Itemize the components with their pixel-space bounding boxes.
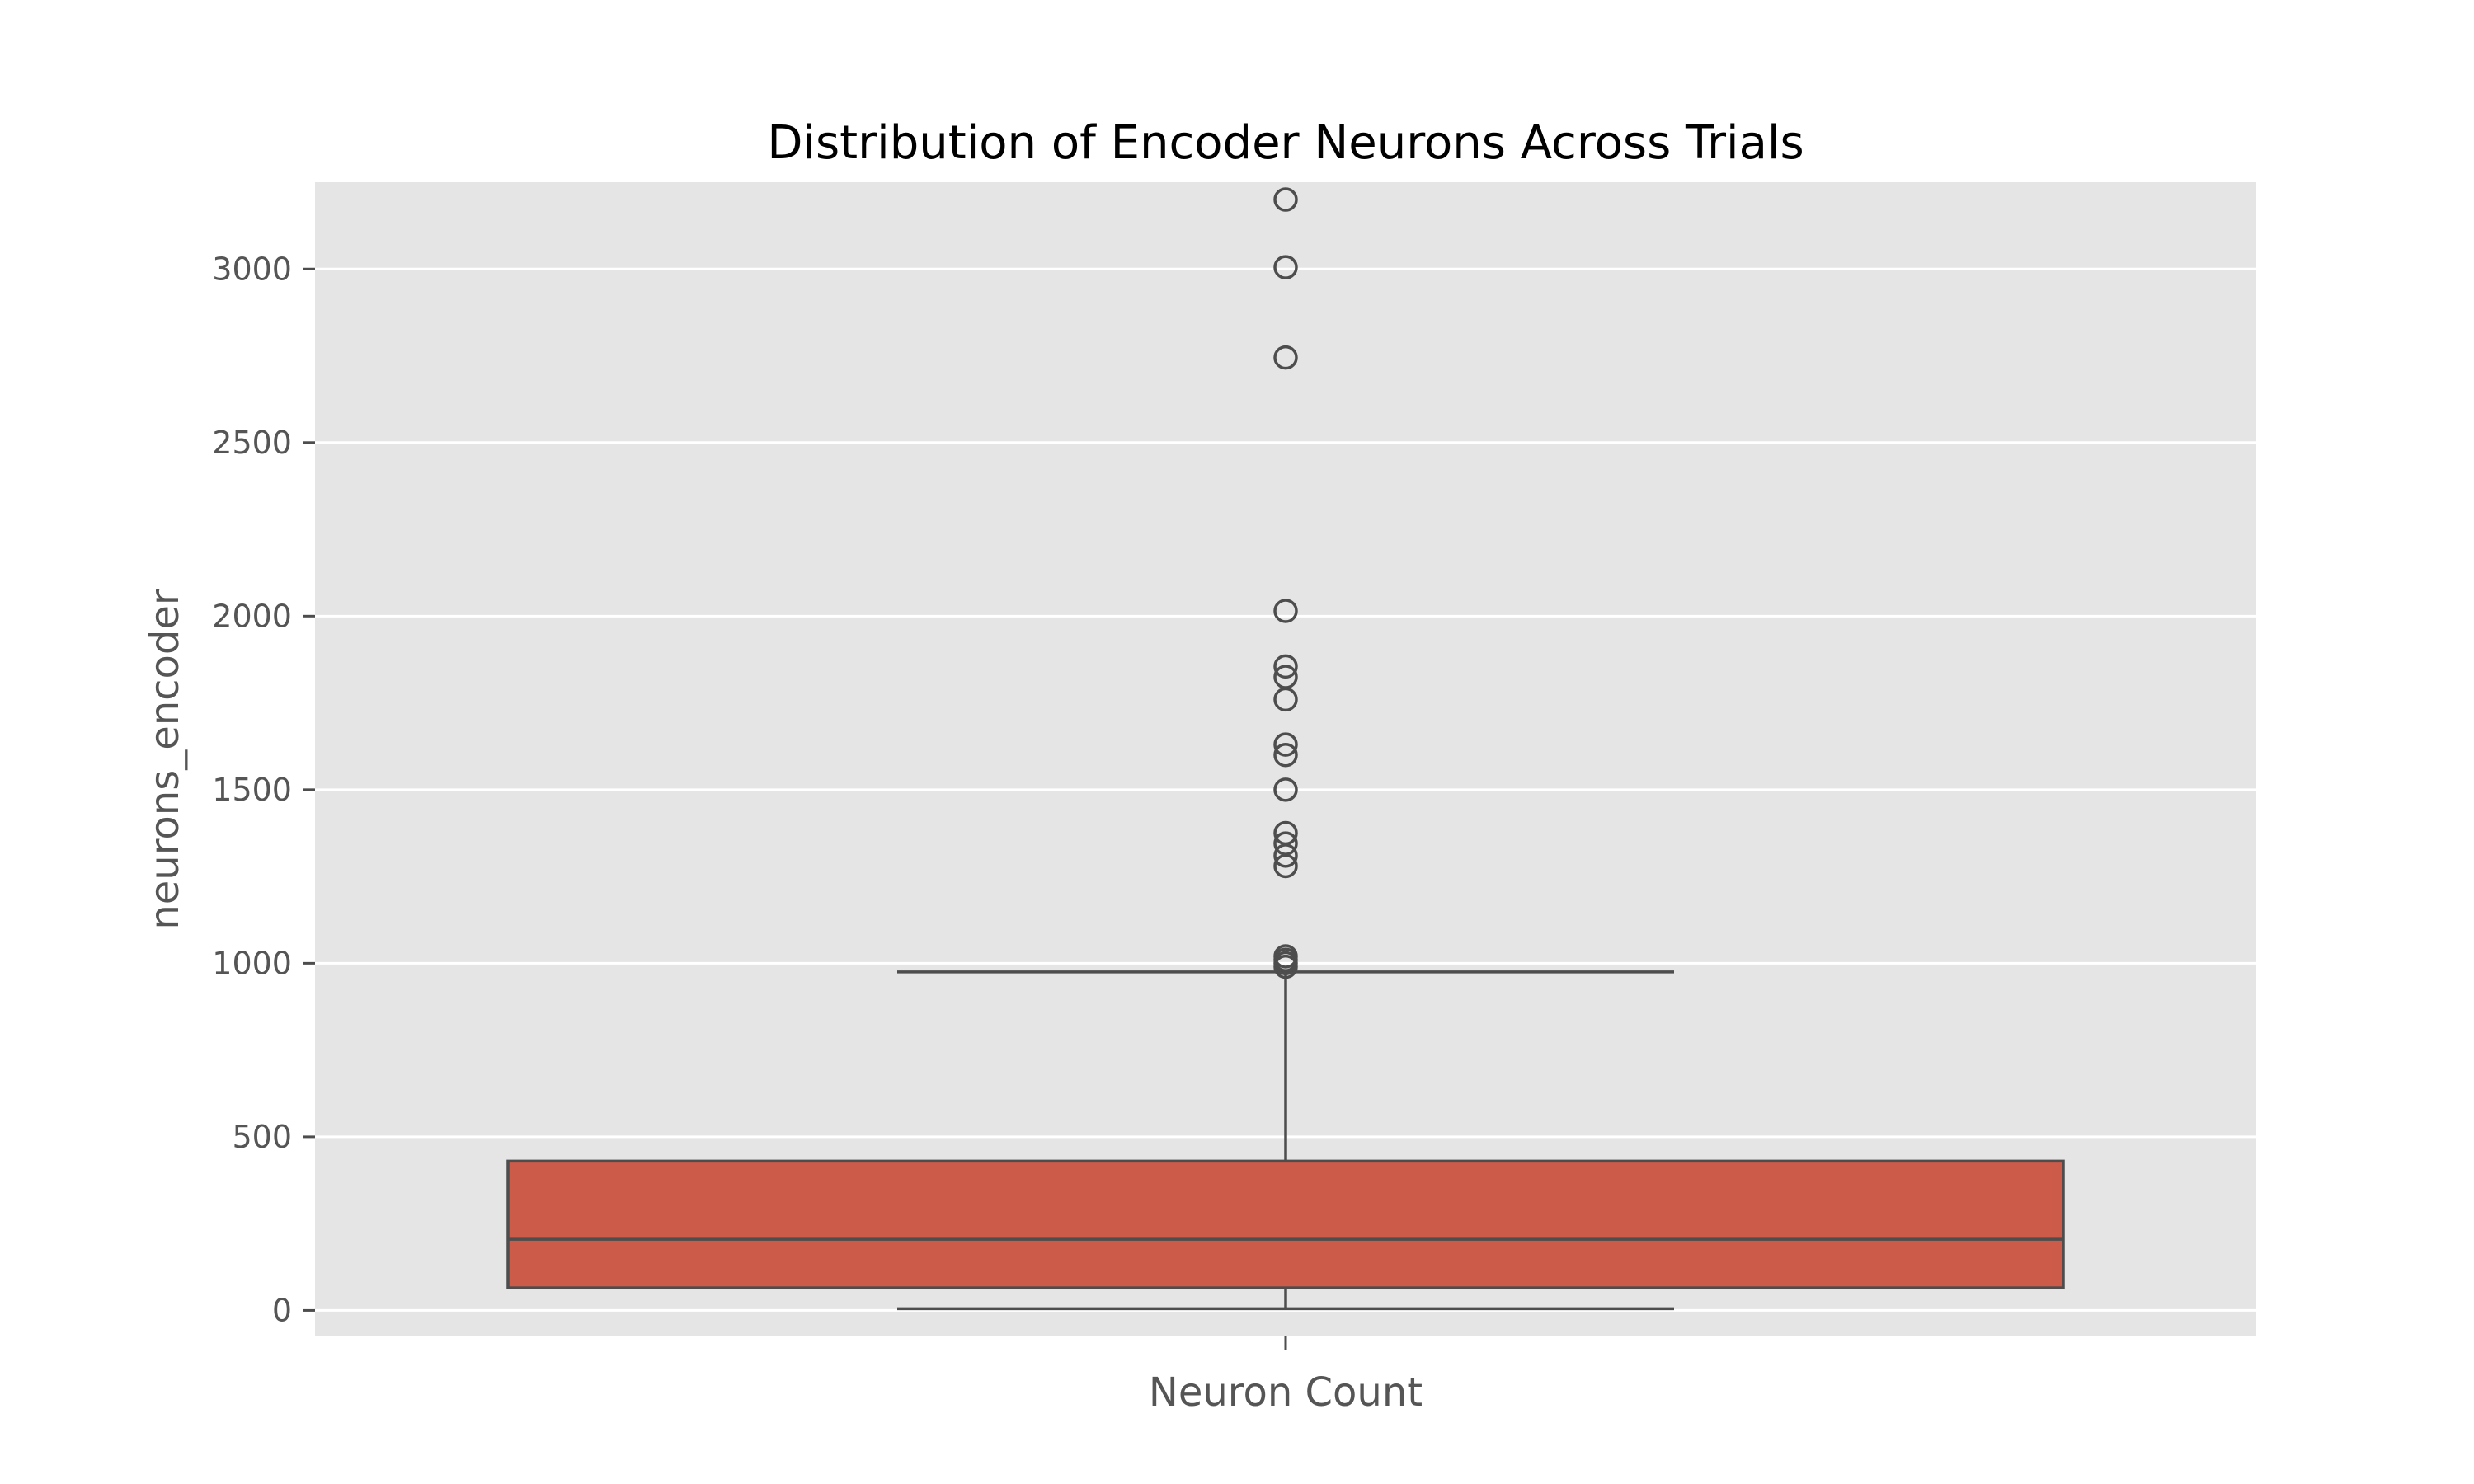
outlier-point [1273,654,1298,679]
outlier-point [1273,732,1298,757]
outlier-point [1273,255,1298,279]
outlier-point [1273,665,1298,689]
y-tick-label: 2000 [212,598,292,634]
y-tick-label: 2500 [212,425,292,461]
y-axis-ticks: 0 500 1000 1500 2000 2500 3000 [212,251,1287,1350]
y-axis-label: neurons_encoder [142,589,188,930]
y-tick-label: 1000 [212,945,292,981]
box-iqr [506,1159,2065,1289]
outlier-point [1273,345,1298,370]
y-tick-label: 1500 [212,772,292,808]
outlier-point [1273,599,1298,623]
outlier-point [1273,831,1298,856]
x-axis-label: Neuron Count [1149,1369,1423,1416]
y-tick-label: 3000 [212,251,292,287]
outlier-point [1273,742,1298,768]
outlier-point [1273,944,1298,969]
box-plot-marks [506,187,2065,1311]
y-tick-label: 0 [272,1292,292,1328]
chart-title: Distribution of Encoder Neurons Across T… [767,116,1804,170]
outlier-point [1273,820,1298,846]
y-tick-label: 500 [232,1119,292,1155]
outlier-point [1273,777,1298,802]
outlier-point [1273,187,1298,212]
